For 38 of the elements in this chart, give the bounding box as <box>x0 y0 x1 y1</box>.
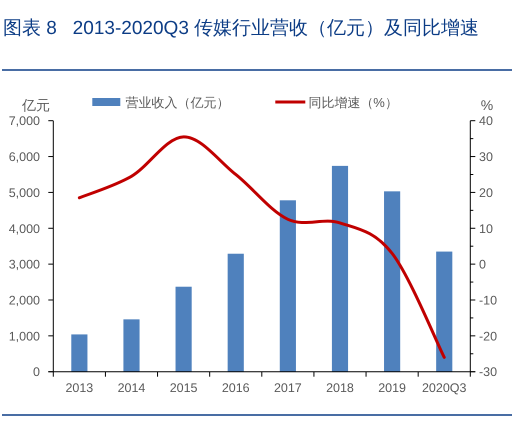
y2-tick-label: 40 <box>479 114 493 128</box>
y-tick-label: 1,000 <box>8 329 40 344</box>
legend-label: 营业收入（亿元） <box>125 95 230 110</box>
bar <box>71 334 88 372</box>
line-series <box>78 135 446 359</box>
bar <box>228 254 244 372</box>
y-tick-label: 0 <box>33 365 40 380</box>
x-tick-label: 2015 <box>170 381 198 395</box>
y2-tick-label: 30 <box>479 150 493 164</box>
bar <box>332 166 348 372</box>
y2-tick-label: 0 <box>479 258 486 272</box>
x-tick-label: 2019 <box>378 381 406 395</box>
bar <box>176 286 192 372</box>
chart-title: 图表 8 2013-2020Q3 传媒行业营收（亿元）及同比增速 <box>3 18 480 39</box>
y2-tick-label: -20 <box>479 329 498 344</box>
y-tick-label: 5,000 <box>8 186 40 200</box>
y2-tick-label: -10 <box>479 293 498 308</box>
y-axis-title: 亿元 <box>21 97 50 113</box>
y-tick-label: 3,000 <box>8 258 40 272</box>
y-tick-label: 7,000 <box>8 114 40 128</box>
x-tick-label: 2020Q3 <box>422 381 467 395</box>
x-tick-label: 2014 <box>118 381 146 395</box>
bar <box>436 252 452 372</box>
y2-tick-label: -30 <box>479 365 498 380</box>
bar <box>280 200 296 372</box>
x-tick-label: 2018 <box>326 381 354 395</box>
x-tick-label: 2016 <box>222 381 250 395</box>
y-tick-label: 6,000 <box>8 150 40 164</box>
y-tick-label: 4,000 <box>8 222 40 236</box>
y2-tick-label: 10 <box>479 222 493 236</box>
bar <box>384 191 400 372</box>
legend-label: 同比增速（%） <box>308 95 398 110</box>
y-tick-label: 2,000 <box>8 293 40 308</box>
x-tick-label: 2013 <box>65 381 94 395</box>
y2-axis-title: % <box>480 97 494 113</box>
bar <box>123 319 140 372</box>
y2-tick-label: 20 <box>479 186 493 200</box>
x-tick-label: 2017 <box>274 381 302 395</box>
